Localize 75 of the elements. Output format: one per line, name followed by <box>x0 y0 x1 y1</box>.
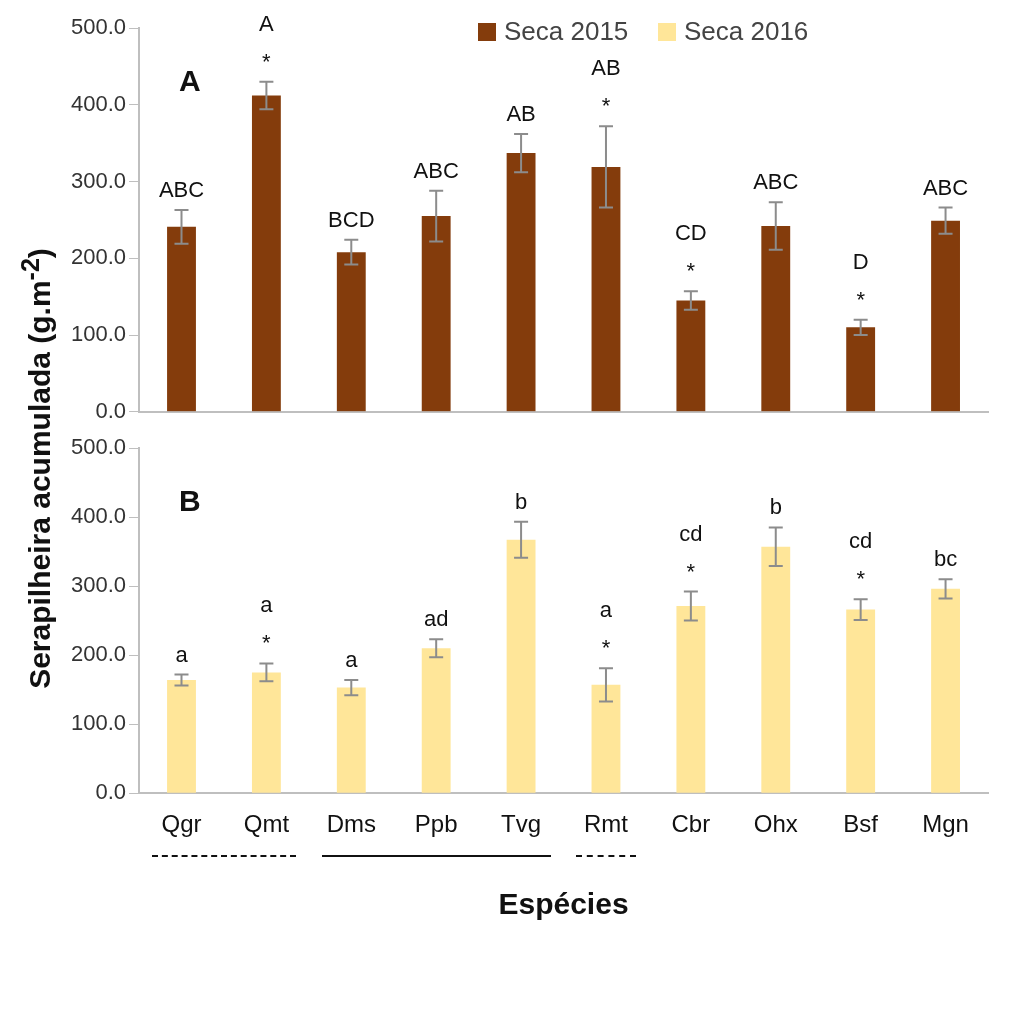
annotation: b <box>514 488 528 514</box>
annotation: * <box>601 93 611 119</box>
annotation: * <box>262 630 272 656</box>
y-tick-label: 100.0 <box>70 321 127 347</box>
y-tick-label: 500.0 <box>70 434 127 460</box>
annotation: * <box>601 635 611 661</box>
x-tick-label: Rmt <box>583 810 629 838</box>
bar <box>421 648 451 793</box>
y-tick-label: 200.0 <box>70 244 127 270</box>
annotation: AB <box>591 55 621 81</box>
bar <box>591 684 621 793</box>
x-tick-label: Qmt <box>243 810 290 838</box>
annotation: D <box>852 248 869 274</box>
x-tick-label: Ohx <box>753 810 798 838</box>
y-tick-label: 300.0 <box>70 167 127 193</box>
annotation: * <box>686 258 696 284</box>
annotation: a <box>599 597 613 623</box>
annotation: b <box>769 494 782 520</box>
bar <box>676 606 706 793</box>
annotation: a <box>175 641 189 667</box>
annotation: bc <box>933 546 958 572</box>
y-tick-label: 0.0 <box>95 397 127 423</box>
annotation: ad <box>423 605 449 631</box>
bar <box>421 216 451 412</box>
bar <box>336 687 366 793</box>
annotation: ABC <box>158 176 205 202</box>
annotation: A <box>259 10 275 36</box>
x-tick-label: Dms <box>326 810 376 838</box>
annotation: * <box>262 48 272 74</box>
legend-label: Seca 2016 <box>684 16 809 47</box>
y-tick-label: 200.0 <box>70 641 127 667</box>
bar <box>167 226 196 412</box>
bar <box>846 609 876 793</box>
annotation: cd <box>679 520 703 546</box>
annotation: ABC <box>413 157 459 183</box>
x-tick-label: Qgr <box>161 810 202 838</box>
y-tick-label: 400.0 <box>70 90 127 116</box>
bar <box>676 300 706 412</box>
y-tick-label: 400.0 <box>70 503 127 529</box>
bar <box>591 166 621 412</box>
annotation: * <box>686 558 696 584</box>
annotation: CD <box>674 220 707 246</box>
annotation: a <box>345 647 359 673</box>
bar <box>761 546 791 793</box>
x-tick-label: Tvg <box>501 810 542 838</box>
annotation: BCD <box>328 206 375 232</box>
y-tick-label: 100.0 <box>70 710 127 736</box>
annotation: A <box>179 64 201 98</box>
x-tick-label: Ppb <box>414 810 458 838</box>
x-axis-title: Espécies <box>498 887 629 921</box>
bar <box>167 679 196 793</box>
annotation: B <box>179 484 201 518</box>
annotation: * <box>856 286 866 312</box>
y-tick-label: 500.0 <box>70 14 127 40</box>
bar <box>251 95 281 412</box>
x-tick-label: Cbr <box>671 810 711 838</box>
bar <box>336 252 366 412</box>
annotation: * <box>856 566 866 592</box>
legend-label: Seca 2015 <box>504 16 629 47</box>
x-tick-label: Mgn <box>922 810 969 838</box>
bar <box>251 672 281 793</box>
bar <box>506 539 536 793</box>
annotation: ABC <box>922 174 969 200</box>
y-tick-label: 0.0 <box>95 779 127 805</box>
x-tick-label: Bsf <box>843 810 879 838</box>
annotation: AB <box>506 100 536 126</box>
bar <box>506 153 536 412</box>
y-tick-label: 300.0 <box>70 572 127 598</box>
bar <box>931 588 960 793</box>
annotation: cd <box>849 528 873 554</box>
bar <box>761 226 791 412</box>
annotation: a <box>260 592 274 618</box>
bar <box>846 327 876 412</box>
bar <box>931 220 960 412</box>
annotation: ABC <box>753 169 799 195</box>
